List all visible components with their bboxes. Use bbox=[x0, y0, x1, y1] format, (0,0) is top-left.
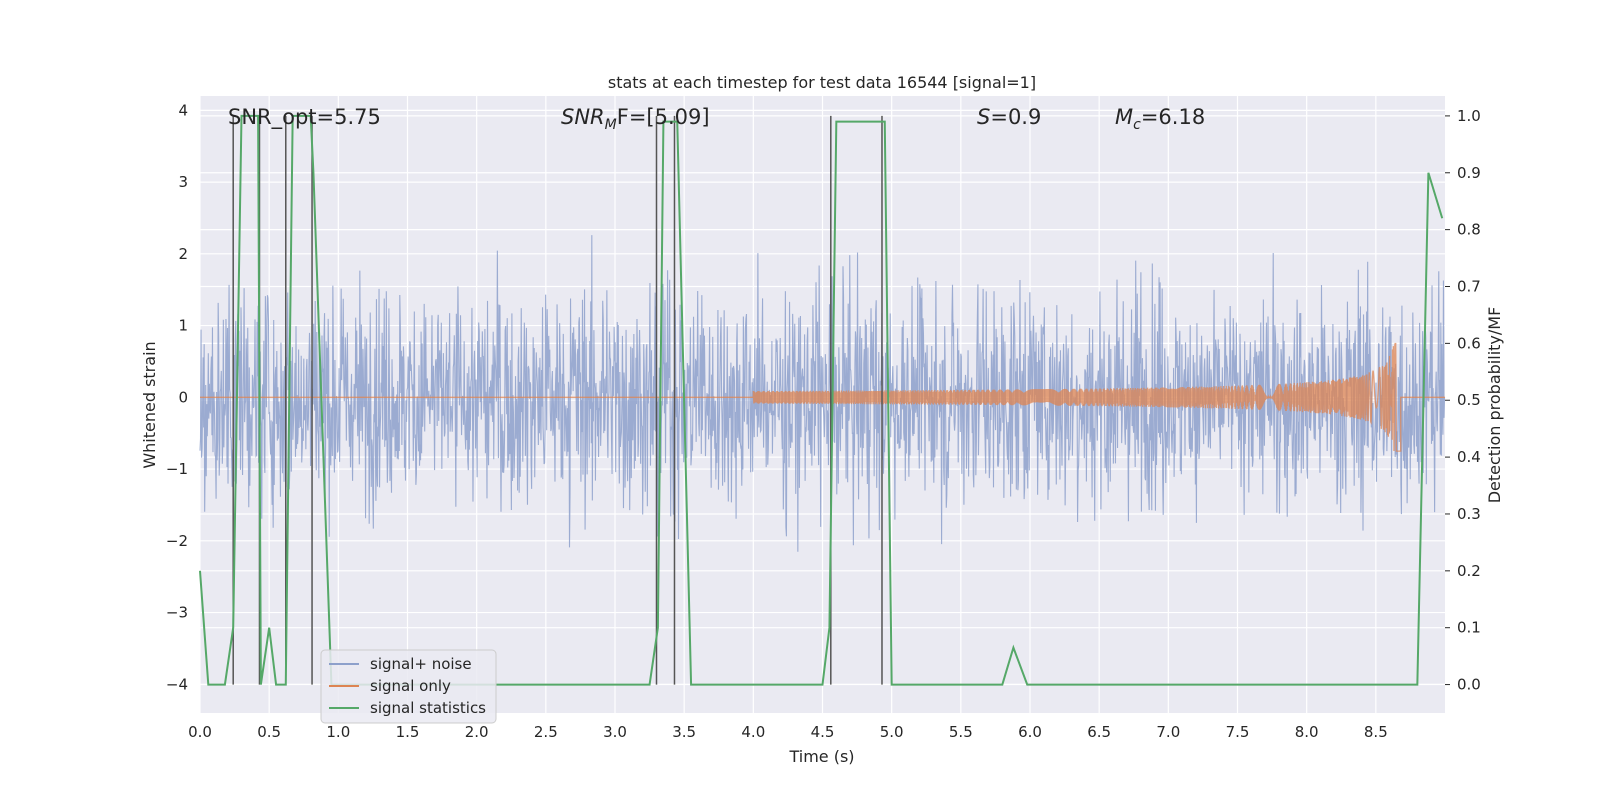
x-axis-label: Time (s) bbox=[788, 747, 854, 766]
signal-statistics-line bbox=[199, 114, 1444, 686]
x-tick-label: 8.0 bbox=[1295, 723, 1319, 741]
y-tick-label-right: 0.5 bbox=[1457, 391, 1481, 409]
legend: signal+ noise signal only signal statist… bbox=[320, 649, 497, 724]
y-tick-label-right: 0.3 bbox=[1457, 505, 1481, 523]
y-axis-label-right: Detection probability/MF bbox=[1485, 307, 1504, 504]
legend-label-signal: signal only bbox=[370, 677, 451, 695]
x-tick-label: 4.0 bbox=[741, 723, 765, 741]
y-tick-label-left: −1 bbox=[166, 460, 188, 478]
y-tick-label-right: 0.1 bbox=[1457, 619, 1481, 637]
y-tick-label-left: 3 bbox=[178, 173, 188, 191]
legend-label-stats: signal statistics bbox=[370, 699, 486, 717]
y-tick-label-right: 0.7 bbox=[1457, 278, 1481, 296]
y-tick-label-left: 2 bbox=[178, 245, 188, 263]
y-tick-label-right: 0.4 bbox=[1457, 448, 1481, 466]
y-tick-label-right: 0.0 bbox=[1457, 676, 1481, 694]
x-tick-label: 3.0 bbox=[603, 723, 627, 741]
chart-title: stats at each timestep for test data 165… bbox=[608, 73, 1036, 92]
annotation-mc: Mc=6.18 bbox=[1115, 105, 1205, 133]
y-tick-label-right: 0.2 bbox=[1457, 562, 1481, 580]
x-tick-label: 2.0 bbox=[465, 723, 489, 741]
x-tick-label: 3.5 bbox=[672, 723, 696, 741]
x-tick-label: 4.5 bbox=[811, 723, 835, 741]
x-tick-label: 7.5 bbox=[1226, 723, 1250, 741]
x-tick-label: 5.5 bbox=[949, 723, 973, 741]
y-tick-label-right: 0.8 bbox=[1457, 221, 1481, 239]
legend-box bbox=[320, 649, 497, 724]
y-tick-label-right: 1.0 bbox=[1457, 107, 1481, 125]
y-tick-label-left: 4 bbox=[178, 101, 188, 119]
x-tick-label: 0.0 bbox=[188, 723, 212, 741]
annotation-s: S=0.9 bbox=[977, 105, 1041, 129]
annotation-snr-opt: SNR_opt=5.75 bbox=[228, 105, 381, 130]
x-tick-label: 1.5 bbox=[396, 723, 420, 741]
y-tick-label-left: −4 bbox=[166, 675, 188, 693]
legend-label-noise: signal+ noise bbox=[370, 655, 472, 673]
x-tick-label: 0.5 bbox=[257, 723, 281, 741]
x-tick-label: 2.5 bbox=[534, 723, 558, 741]
annotation-snr-mf: SNRMF=[5.09] bbox=[561, 105, 710, 133]
x-tick-label: 6.0 bbox=[1018, 723, 1042, 741]
signal-only-series bbox=[200, 342, 1445, 452]
x-tick-label: 5.0 bbox=[880, 723, 904, 741]
y-axis-label-left: Whitened strain bbox=[140, 341, 159, 468]
signal-statistics-series bbox=[199, 114, 1444, 686]
y-tick-label-left: 1 bbox=[178, 317, 188, 335]
signal-only-line bbox=[200, 342, 1445, 452]
x-tick-label: 1.0 bbox=[326, 723, 350, 741]
x-tick-label: 7.0 bbox=[1156, 723, 1180, 741]
x-tick-label: 8.5 bbox=[1364, 723, 1388, 741]
y-tick-label-right: 0.9 bbox=[1457, 164, 1481, 182]
y-tick-label-left: −3 bbox=[166, 604, 188, 622]
y-tick-label-left: −2 bbox=[166, 532, 188, 550]
tick-labels: 0.0 0.5 1.0 1.5 2.0 2.5 3.0 3.5 4.0 4.5 5.0 5.5 6.0 6… bbox=[166, 101, 1481, 741]
y-tick-label-right: 0.6 bbox=[1457, 334, 1481, 352]
x-tick-label: 6.5 bbox=[1087, 723, 1111, 741]
y-tick-label-left: 0 bbox=[178, 388, 188, 406]
